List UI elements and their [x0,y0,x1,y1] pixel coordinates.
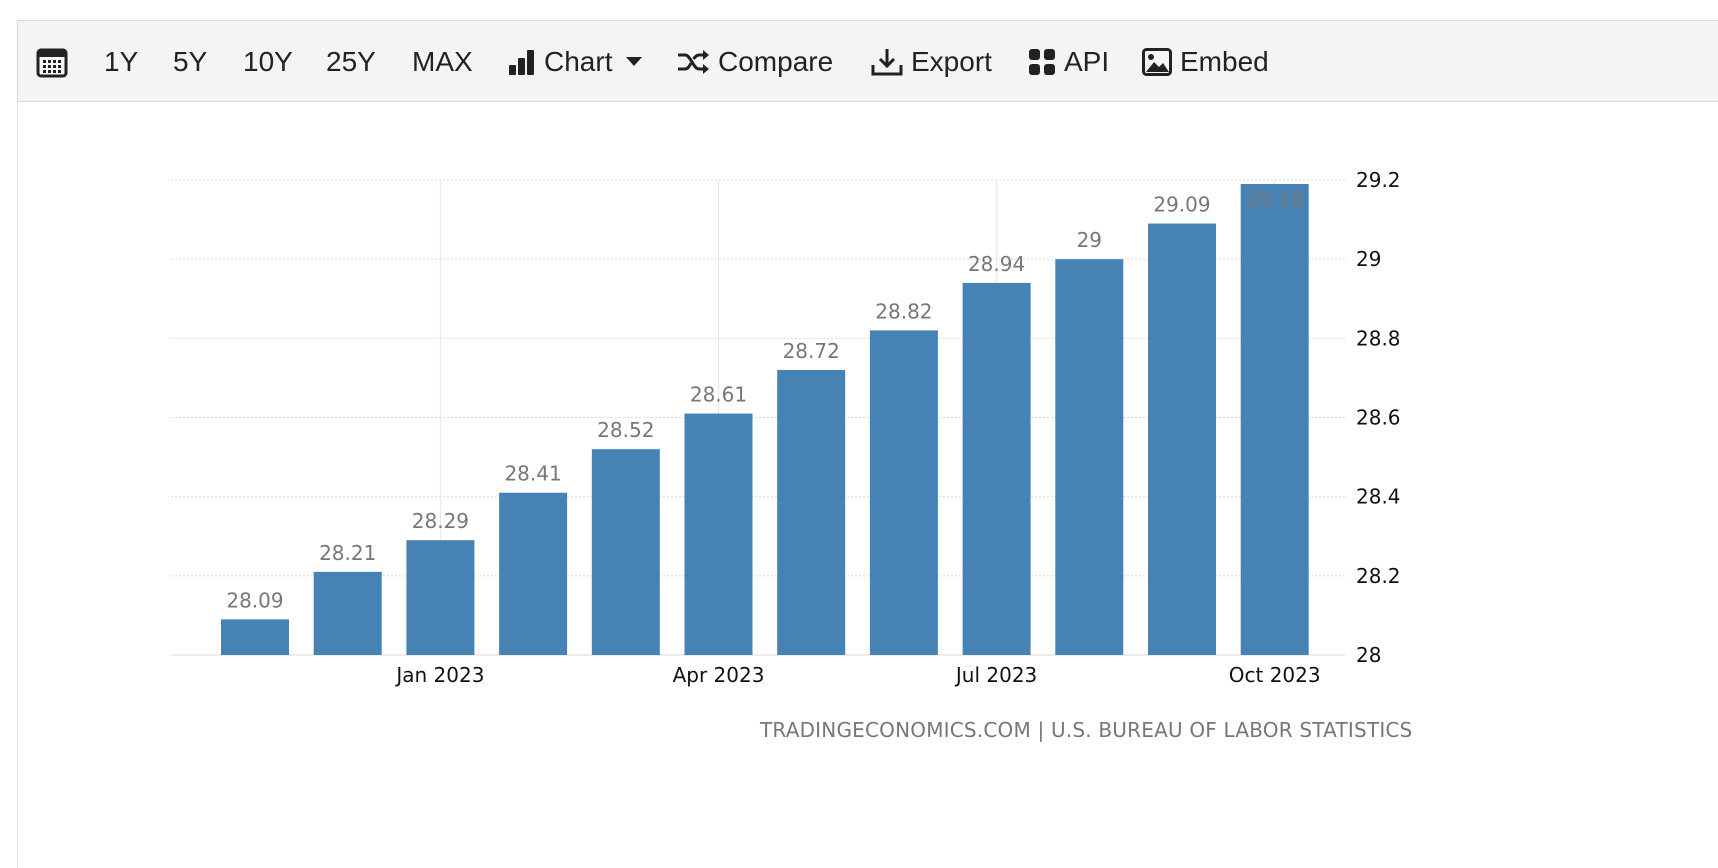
bar [869,330,938,655]
y-tick-label: 28.6 [1356,406,1401,430]
bar-labels: 28.09 28.21 28.29 28.41 28.52 28.61 28.72 28.82… [226,187,1303,612]
x-tick-label: Oct 2023 [1229,663,1321,687]
download-icon [871,47,903,77]
caret-down-icon [626,57,643,67]
compare-label: Compare [718,46,834,77]
chart-type-button[interactable]: Chart [508,21,643,103]
bar-value-label: 28.21 [319,541,376,565]
bar-value-label: 29 [1077,228,1102,252]
bar-value-label: 29.19 [1246,187,1303,211]
chart-type-label: Chart [544,46,613,77]
bar [221,619,289,655]
bar [1055,259,1124,655]
y-tick-label: 28.8 [1356,326,1401,350]
range-25y-button[interactable]: 25Y [326,46,376,77]
api-button[interactable]: API [1028,21,1109,103]
image-icon [1142,48,1172,76]
api-label: API [1064,46,1110,77]
y-tick-label: 28.4 [1356,485,1401,509]
bar [499,492,568,655]
bar [313,571,382,655]
grid-icon [1028,48,1056,76]
x-tick-label: Jan 2023 [394,663,484,687]
range-max-button[interactable]: MAX [412,46,473,77]
compare-button[interactable]: Compare [676,21,833,103]
bar [777,370,846,655]
chart-frame [17,20,1718,868]
calendar-button[interactable] [36,21,68,103]
bar [684,413,753,655]
bar-value-label: 28.09 [226,588,283,612]
x-tick-label: Jul 2023 [954,663,1037,687]
y-axis: 28 28.2 28.4 28.6 28.8 29 29.2 [1356,168,1401,667]
calendar-icon [36,46,68,78]
source-attribution: TRADINGECONOMICS.COM | U.S. BUREAU OF LA… [760,718,1413,742]
y-tick-label: 28.2 [1356,564,1401,588]
bar-value-label: 28.41 [504,462,561,486]
chart-toolbar: 1Y 5Y 10Y 25Y MAX Chart Compare [17,20,1718,102]
y-tick-label: 28 [1356,643,1381,667]
bar-value-label: 28.82 [875,299,932,323]
bar [1148,223,1216,655]
bars [221,183,1309,656]
export-button[interactable]: Export [871,21,992,103]
x-tick-label: Apr 2023 [673,663,765,687]
bar [406,540,475,655]
bar-value-label: 28.72 [783,339,840,363]
range-1y-button[interactable]: 1Y [104,46,139,77]
export-label: Export [911,46,992,77]
range-5y-button[interactable]: 5Y [173,46,208,77]
bar [962,282,1031,655]
bar-value-label: 29.09 [1153,193,1210,217]
y-tick-label: 29 [1356,247,1381,271]
bar [1240,183,1309,656]
bar-value-label: 28.52 [597,418,654,442]
bar-value-label: 28.61 [690,383,747,407]
bar-value-label: 28.94 [968,252,1025,276]
embed-label: Embed [1180,46,1269,77]
bar-chart-icon [508,48,536,76]
y-tick-label: 29.2 [1356,168,1401,192]
shuffle-icon [676,48,710,76]
embed-button[interactable]: Embed [1142,21,1269,103]
x-axis: Jan 2023 Apr 2023 Jul 2023 Oct 2023 [394,663,1320,687]
bar-value-label: 28.29 [412,509,469,533]
bar [591,449,660,655]
range-10y-button[interactable]: 10Y [243,46,293,77]
